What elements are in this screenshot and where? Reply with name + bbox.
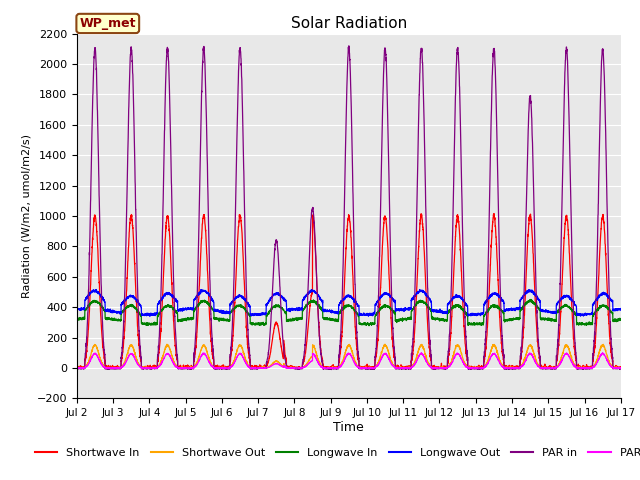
Title: Solar Radiation: Solar Radiation bbox=[291, 16, 407, 31]
Y-axis label: Radiation (W/m2, umol/m2/s): Radiation (W/m2, umol/m2/s) bbox=[21, 134, 31, 298]
Text: WP_met: WP_met bbox=[79, 17, 136, 30]
X-axis label: Time: Time bbox=[333, 421, 364, 434]
Legend: Shortwave In, Shortwave Out, Longwave In, Longwave Out, PAR in, PAR out: Shortwave In, Shortwave Out, Longwave In… bbox=[31, 443, 640, 462]
